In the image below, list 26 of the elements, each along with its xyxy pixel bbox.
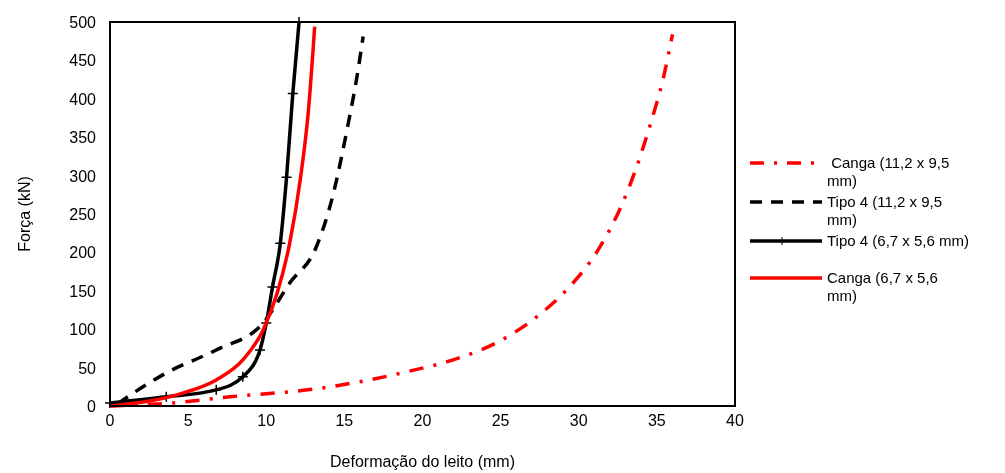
y-tick-label: 450	[69, 52, 97, 70]
y-tick-label: 500	[69, 14, 97, 31]
x-axis-title: Deformação do leito (mm)	[330, 453, 515, 470]
legend-label: Canga (6,7 x 5,6 mm)	[827, 269, 938, 304]
y-tick-label: 0	[87, 398, 97, 415]
x-tick-label: 20	[413, 412, 432, 429]
x-tick-label: 25	[491, 412, 510, 429]
x-tick-label: 0	[105, 412, 115, 429]
x-tick-label: 10	[257, 412, 276, 429]
legend-label: Tipo 4 (6,7 x 5,6 mm)	[827, 232, 969, 249]
y-tick-label: 100	[69, 321, 97, 339]
y-tick-label: 250	[69, 206, 97, 223]
x-tick-label: 15	[335, 412, 354, 429]
y-tick-label: 350	[69, 129, 97, 147]
x-tick-label: 30	[569, 412, 588, 429]
x-tick-label: 5	[183, 412, 193, 429]
legend-label: Tipo 4 (11,2 x 9,5 mm)	[827, 193, 943, 228]
y-axis-title: Força (kN)	[16, 176, 33, 252]
y-tick-label: 200	[69, 244, 97, 262]
y-tick-label: 50	[78, 359, 97, 377]
y-tick-label: 150	[69, 282, 97, 300]
y-tick-label: 400	[69, 90, 97, 108]
x-tick-label: 35	[647, 412, 666, 429]
y-tick-label: 300	[69, 167, 97, 185]
x-tick-label: 40	[726, 412, 744, 429]
legend-label: Canga (11,2 x 9,5 mm)	[827, 154, 950, 189]
